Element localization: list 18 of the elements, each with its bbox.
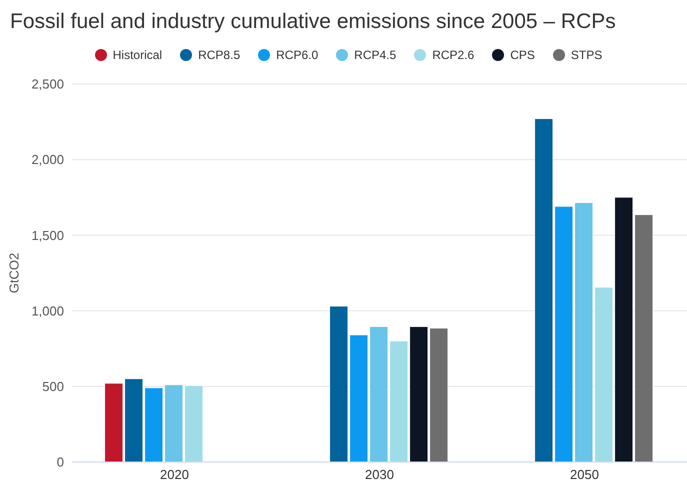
y-tick-label: 1,500 <box>31 228 64 243</box>
legend-label: RCP4.5 <box>354 48 396 62</box>
x-tick-label: 2030 <box>365 467 394 482</box>
y-axis-title: GtCO2 <box>6 252 22 294</box>
y-tick-label: 0 <box>56 454 64 470</box>
chart-title: Fossil fuel and industry cumulative emissions since 2005 – RCPs <box>9 9 617 35</box>
y-tick-label: 1,000 <box>31 303 64 318</box>
legend-label: RCP2.6 <box>432 48 474 62</box>
x-tick-label: 2050 <box>570 467 599 482</box>
legend-label: STPS <box>570 48 602 62</box>
y-tick-label: 500 <box>42 379 64 394</box>
y-tick-label: 2,000 <box>31 152 64 168</box>
x-tick-label: 2020 <box>160 467 189 482</box>
legend-label: RCP6.0 <box>276 48 318 62</box>
legend-label: RCP8.5 <box>198 48 240 62</box>
legend-label: Historical <box>112 48 162 62</box>
y-tick-label: 2,500 <box>31 76 64 92</box>
legend-label: CPS <box>510 48 535 62</box>
